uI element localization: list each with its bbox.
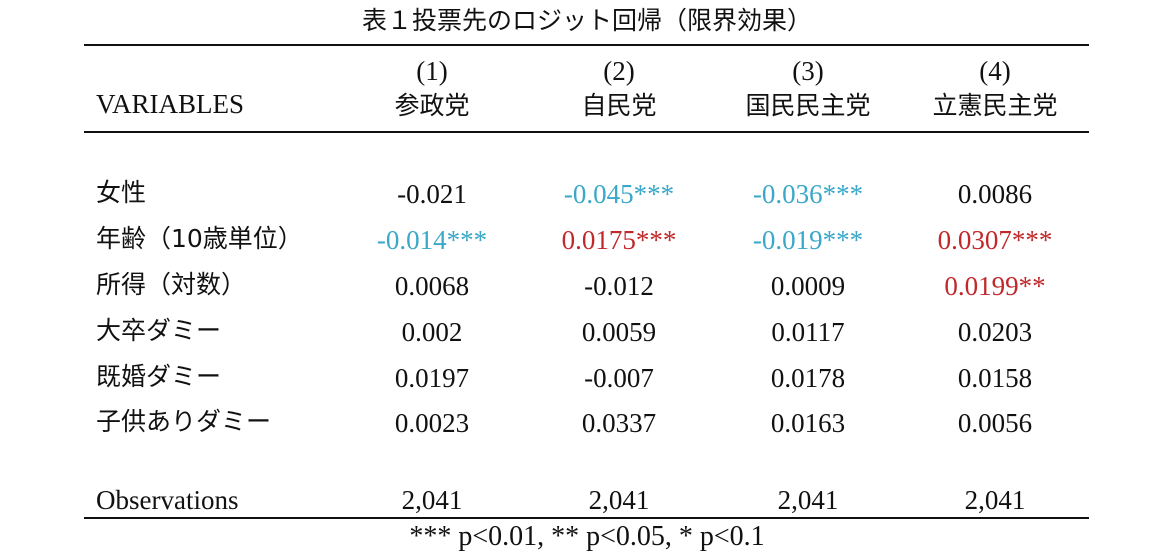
table-cell: 0.0117: [771, 317, 845, 347]
table-cell: -0.045***: [563, 179, 675, 209]
row-label: 既婚ダミー: [96, 362, 222, 391]
table-title: 表１投票先のロジット回帰（限界効果）: [361, 6, 812, 35]
table-cell: 0.0068: [394, 271, 470, 301]
table-cell: -0.014***: [376, 225, 488, 255]
column-party-4: 立憲民主党: [932, 91, 1058, 120]
observations-value-2: 2,041: [588, 485, 650, 515]
table-cell: 0.0307***: [937, 225, 1053, 255]
header-rule: [84, 131, 1089, 133]
table-cell: 0.0056: [957, 408, 1033, 438]
table-cell: 0.0175***: [561, 225, 677, 255]
row-label: 年齢（10歳単位）: [96, 224, 303, 253]
column-number-1: (1): [416, 56, 448, 86]
table-cell: 0.002: [401, 317, 463, 347]
table-cell: 0.0199**: [944, 271, 1046, 301]
column-party-2: 自民党: [581, 91, 657, 120]
observations-value-4: 2,041: [964, 485, 1026, 515]
row-label: 子供ありダミー: [96, 407, 272, 436]
top-rule: [84, 44, 1089, 46]
column-number-2: (2): [603, 56, 635, 86]
table-cell: 0.0009: [770, 271, 846, 301]
table-cell: -0.007: [584, 363, 654, 393]
row-label: 大卒ダミー: [96, 316, 222, 345]
table-cell: -0.012: [584, 271, 654, 301]
row-label: 所得（対数）: [96, 270, 247, 299]
table-cell: 0.0197: [394, 363, 470, 393]
table-cell: 0.0178: [770, 363, 846, 393]
observations-value-1: 2,041: [401, 485, 463, 515]
variables-label: VARIABLES: [96, 89, 245, 119]
table-cell: 0.0337: [581, 408, 657, 438]
table-cell: 0.0158: [957, 363, 1033, 393]
observations-value-3: 2,041: [777, 485, 839, 515]
column-party-1: 参政党: [394, 91, 470, 120]
column-number-4: (4): [979, 56, 1011, 86]
column-number-3: (3): [792, 56, 824, 86]
row-label: 女性: [96, 178, 147, 207]
table-cell: 0.0203: [957, 317, 1033, 347]
table-cell: 0.0163: [770, 408, 846, 438]
table-cell: 0.0086: [957, 179, 1033, 209]
table-cell: -0.021: [397, 179, 467, 209]
table-cell: 0.0059: [581, 317, 657, 347]
bottom-rule: [84, 517, 1089, 519]
table-cell: 0.0023: [394, 408, 470, 438]
observations-label: Observations: [96, 485, 239, 515]
significance-footnote: *** p<0.01, ** p<0.05, * p<0.1: [409, 521, 765, 552]
table-cell: -0.036***: [752, 179, 864, 209]
column-party-3: 国民民主党: [745, 91, 871, 120]
table-cell: -0.019***: [752, 225, 864, 255]
